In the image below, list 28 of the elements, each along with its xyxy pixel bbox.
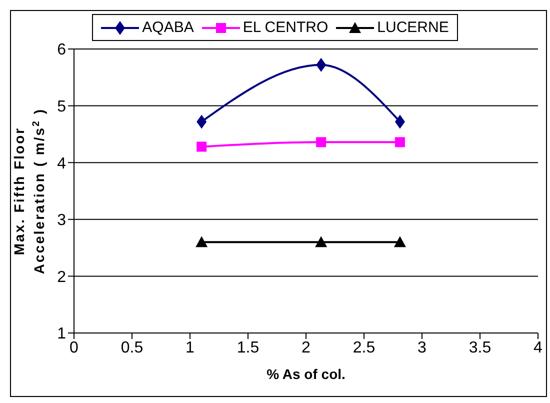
point	[394, 137, 405, 148]
point	[316, 137, 326, 148]
point	[196, 142, 207, 152]
point	[394, 114, 405, 129]
x-tick-label: 3	[418, 339, 427, 356]
x-tick-label: 2.5	[352, 339, 376, 356]
y-tick-label: 5	[57, 98, 66, 116]
legend-label: LUCERNE	[376, 19, 449, 36]
x-tick-label: 3.5	[468, 339, 492, 356]
y-tick-label: 1	[57, 326, 66, 343]
y-tick-label: 3	[57, 212, 66, 230]
x-tick-label: 1.5	[236, 339, 260, 356]
legend-label: AQABA	[141, 19, 194, 36]
point	[196, 236, 208, 248]
x-tick-label: 4	[534, 339, 543, 356]
point	[394, 236, 406, 248]
y-tick-label: 6	[57, 42, 66, 59]
y-tick-label: 4	[57, 155, 66, 172]
x-tick-label: 1	[186, 339, 195, 356]
point	[315, 236, 328, 248]
point	[316, 58, 326, 72]
x-tick-label: 0.5	[120, 339, 144, 356]
y-tick-label: 2	[57, 268, 66, 286]
x-axis-title: % As of col.	[266, 366, 346, 382]
x-tick-label: 2	[302, 339, 311, 356]
x-tick-label: 0	[70, 339, 79, 356]
legend-label: EL CENTRO	[242, 19, 328, 36]
point	[196, 114, 207, 129]
